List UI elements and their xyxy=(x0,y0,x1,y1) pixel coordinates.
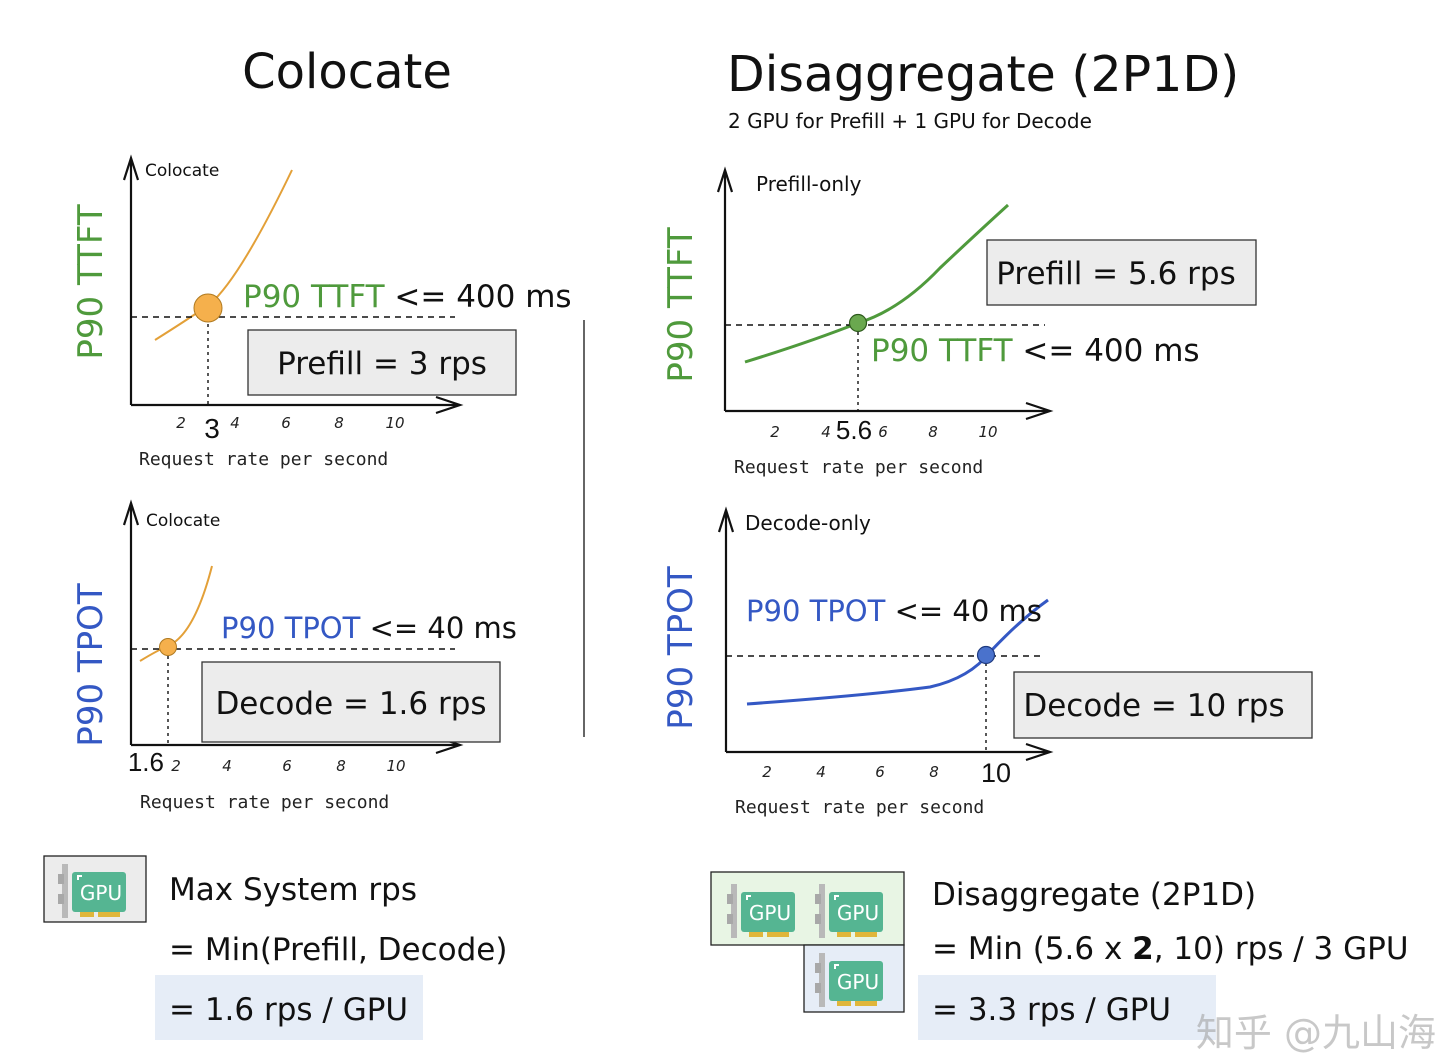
x-axis-label: Request rate per second xyxy=(139,449,388,470)
summary-colocate: GPU Max System rps = Min(Prefill, Decode… xyxy=(43,855,507,1040)
latency-curve xyxy=(744,203,1010,364)
y-axis-label: P90 TTFT xyxy=(71,204,111,359)
axes xyxy=(122,154,464,415)
tick-label: 2 xyxy=(762,763,772,781)
tick-label: 8 xyxy=(928,423,938,441)
gpu-icon: GPU xyxy=(814,883,884,939)
marker-value: 5.6 xyxy=(836,415,872,445)
latency-curve xyxy=(746,598,1049,706)
slo-text: P90 TPOT <= 40 ms xyxy=(746,594,1042,628)
svg-text:GPU: GPU xyxy=(837,970,879,994)
panel-label: Prefill-only xyxy=(756,172,862,196)
tick-label: 2 xyxy=(770,423,780,441)
result-text: Decode = 10 rps xyxy=(1023,688,1284,724)
panel-label: Colocate xyxy=(145,161,219,181)
gpu-icon: GPU xyxy=(57,863,127,919)
tick-label: 2 xyxy=(171,757,181,775)
x-axis-label: Request rate per second xyxy=(735,797,984,818)
x-axis-label: Request rate per second xyxy=(140,792,389,813)
slo-text: P90 TPOT <= 40 ms xyxy=(221,611,517,645)
axes xyxy=(122,499,464,755)
tick-label: 8 xyxy=(334,414,344,432)
tick-label: 4 xyxy=(222,757,232,775)
subtitle-disaggregate: 2 GPU for Prefill + 1 GPU for Decode xyxy=(728,109,1092,133)
tick-label: 2 xyxy=(176,414,186,432)
highlight-box xyxy=(918,975,1216,1040)
title-colocate: Colocate xyxy=(242,44,452,100)
panel-label: Decode-only xyxy=(745,511,871,535)
tick-label: 8 xyxy=(929,763,939,781)
summary-line1: Disaggregate (2P1D) xyxy=(932,877,1256,913)
y-axis-label: P90 TTFT xyxy=(661,227,701,382)
tick-label: 6 xyxy=(878,423,888,441)
result-text: Prefill = 3 rps xyxy=(277,346,487,382)
title-disaggregate: Disaggregate (2P1D) xyxy=(727,46,1239,103)
tick-label: 10 xyxy=(386,757,405,775)
summary-line2: = Min(Prefill, Decode) xyxy=(169,932,507,968)
slo-text: P90 TTFT <= 400 ms xyxy=(243,279,572,315)
result-box xyxy=(247,329,517,396)
summary-line3: = 3.3 rps / GPU xyxy=(932,992,1171,1028)
highlight-box xyxy=(155,975,423,1040)
tick-label: 6 xyxy=(875,763,885,781)
tick-label: 8 xyxy=(336,757,346,775)
marker-value: 10 xyxy=(981,758,1011,788)
chart-prefill-only: P90 TTFT Prefill-only 2 4 6 8 10 5.6 Req… xyxy=(661,166,1257,478)
axes xyxy=(717,506,1054,762)
operating-point xyxy=(193,293,223,323)
operating-point xyxy=(848,313,868,333)
operating-point xyxy=(159,638,177,656)
tick-label: 4 xyxy=(821,423,831,441)
summary-disaggregate: GPU GPU GPU Disaggregate (2P1D) = Min (5… xyxy=(710,871,1436,1054)
svg-text:GPU: GPU xyxy=(749,901,791,925)
tick-label: 10 xyxy=(978,423,997,441)
y-axis-label: P90 TPOT xyxy=(661,566,701,730)
result-box xyxy=(201,661,501,743)
summary-line2: = Min (5.6 x 2, 10) rps / 3 GPU xyxy=(932,931,1409,967)
operating-point xyxy=(976,645,996,665)
y-axis-label: P90 TPOT xyxy=(71,583,111,747)
marker-value: 1.6 xyxy=(128,747,164,777)
tick-label: 4 xyxy=(230,414,240,432)
panel-label: Colocate xyxy=(146,511,220,531)
chart-decode-only: P90 TPOT Decode-only 2 4 6 8 10 Request … xyxy=(661,506,1313,818)
marker-value: 3 xyxy=(204,413,220,444)
slo-text: P90 TTFT <= 400 ms xyxy=(871,333,1200,369)
svg-text:GPU: GPU xyxy=(837,901,879,925)
result-box xyxy=(986,239,1257,306)
tick-label: 6 xyxy=(282,757,292,775)
gpu-icon: GPU xyxy=(726,883,796,939)
result-box xyxy=(1013,671,1313,739)
chart-colocate-tpot: P90 TPOT Colocate 2 4 6 8 10 1.6 Request… xyxy=(71,499,517,813)
svg-text:GPU: GPU xyxy=(80,881,122,905)
chart-colocate-ttft: P90 TTFT Colocate 2 4 6 8 10 3 Request r… xyxy=(71,154,572,470)
summary-line3: = 1.6 rps / GPU xyxy=(169,992,408,1028)
result-text: Prefill = 5.6 rps xyxy=(996,256,1235,292)
axes xyxy=(716,166,1054,421)
x-axis-label: Request rate per second xyxy=(734,457,983,478)
tick-label: 6 xyxy=(281,414,291,432)
gpu-icon: GPU xyxy=(814,952,884,1008)
summary-line1: Max System rps xyxy=(169,872,417,908)
tick-label: 10 xyxy=(385,414,404,432)
watermark: 知乎 @九山海 xyxy=(1196,1011,1436,1054)
tick-label: 4 xyxy=(816,763,826,781)
result-text: Decode = 1.6 rps xyxy=(215,686,486,722)
